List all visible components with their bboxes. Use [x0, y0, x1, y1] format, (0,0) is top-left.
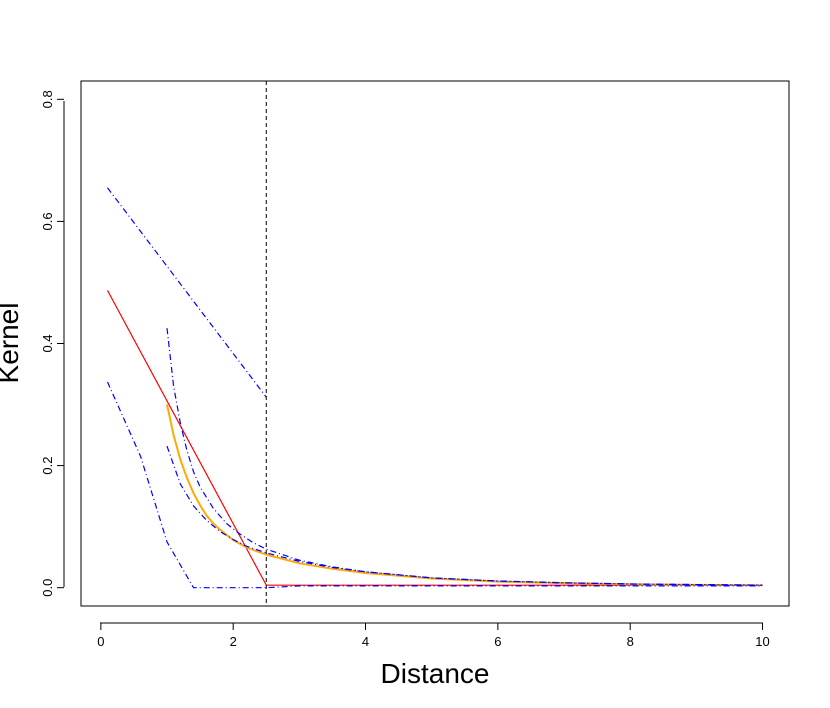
- series-line-1: [106, 290, 763, 586]
- series-line-2: [166, 404, 763, 587]
- series-line-3: [107, 187, 267, 398]
- x-tick-label: 4: [362, 634, 369, 649]
- x-tick-label: 8: [627, 634, 634, 649]
- y-tick-label: 0.4: [40, 334, 55, 352]
- x-tick-label: 10: [755, 634, 769, 649]
- x-tick-label: 0: [97, 634, 104, 649]
- series-layer: [106, 187, 763, 589]
- y-tick-label: 0.8: [40, 90, 55, 108]
- x-axis-title: Distance: [381, 658, 490, 689]
- series-line-4: [106, 381, 763, 589]
- x-tick-label: 2: [230, 634, 237, 649]
- series-line-6: [166, 445, 763, 586]
- x-tick-label: 6: [494, 634, 501, 649]
- y-tick-label: 0.6: [40, 212, 55, 230]
- x-ticks: 0 2 4 6 8 10: [97, 623, 770, 649]
- series-line-5: [166, 328, 763, 586]
- y-axis-title: Kernel: [0, 303, 24, 384]
- y-tick-label: 0.0: [40, 579, 55, 597]
- plot-frame: [80, 80, 790, 607]
- y-ticks: 0.0 0.2 0.4 0.6 0.8: [40, 90, 64, 597]
- y-tick-label: 0.2: [40, 457, 55, 475]
